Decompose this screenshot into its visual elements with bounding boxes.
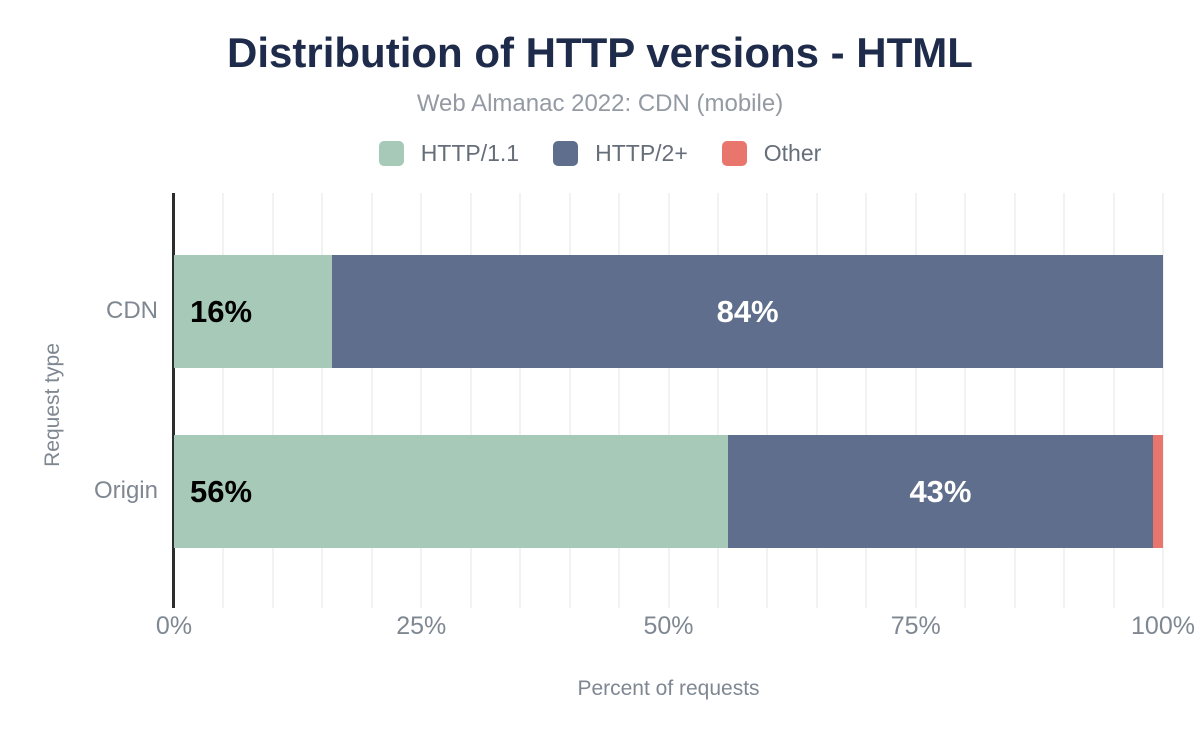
x-axis-title: Percent of requests: [577, 677, 760, 700]
bar-segment-http-2: 84%: [332, 255, 1163, 368]
gridline: [618, 193, 621, 608]
legend-swatch-other: [721, 141, 747, 166]
legend-swatch-http-1-1: [378, 141, 404, 166]
gridline: [420, 193, 423, 608]
legend-item-http-1-1: HTTP/1.1: [378, 140, 520, 167]
x-tick-label-0: 0%: [155, 612, 193, 640]
gridline: [321, 193, 324, 608]
bar-segment-http-2: 43%: [727, 435, 1154, 548]
legend-swatch-http-2: [553, 141, 579, 166]
legend-item-http-2: HTTP/2+: [553, 140, 688, 167]
bar-value-label: 56%: [190, 473, 253, 509]
gridline: [667, 193, 670, 608]
legend-item-other: Other: [721, 140, 822, 167]
category-label-origin: Origin: [93, 476, 158, 504]
bar-row-origin: 56% 43%: [174, 435, 1163, 548]
gridline: [1013, 193, 1016, 608]
bar-segment-http-1-1: 56%: [174, 435, 728, 548]
gridline: [914, 193, 917, 608]
gridline: [370, 193, 373, 608]
x-tick-label-100: 100%: [1131, 612, 1195, 640]
gridline: [964, 193, 967, 608]
gridline: [519, 193, 522, 608]
legend-label: Other: [763, 140, 822, 166]
category-label-cdn: CDN: [106, 296, 158, 324]
y-axis-title: Request type: [41, 343, 64, 467]
bar-value-label: 84%: [716, 293, 779, 329]
gridline: [469, 193, 472, 608]
gridline: [568, 193, 571, 608]
plot-area: 16% 84% CDN 56% 43% Origin 0% 25% 50% 75% 100%: [94, 193, 1195, 640]
gridline: [1112, 193, 1115, 608]
legend-label: HTTP/2+: [595, 140, 688, 166]
bar-segment-other: [1153, 435, 1163, 548]
gridline: [766, 193, 769, 608]
x-tick-label-75: 75%: [890, 612, 941, 640]
x-tick-label-50: 50%: [643, 612, 694, 640]
legend-label: HTTP/1.1: [420, 140, 520, 166]
chart-subtitle: Web Almanac 2022: CDN (mobile): [416, 90, 784, 117]
gridline: [865, 193, 868, 608]
gridline: [815, 193, 818, 608]
chart-legend: HTTP/1.1 HTTP/2+ Other: [0, 140, 1200, 167]
bar-row-cdn: 16% 84%: [174, 255, 1163, 368]
gridline: [271, 193, 274, 608]
bar-segment-http-1-1: 16%: [174, 255, 333, 368]
gridline: [222, 193, 225, 608]
bar-value-label: 16%: [190, 293, 253, 329]
gridline: [1063, 193, 1066, 608]
x-tick-label-25: 25%: [396, 612, 447, 640]
gridline: [1162, 193, 1164, 608]
gridline: [716, 193, 719, 608]
bar-value-label: 43%: [909, 473, 972, 509]
chart-title: Distribution of HTTP versions - HTML: [227, 29, 973, 76]
y-axis-line: [172, 193, 175, 608]
